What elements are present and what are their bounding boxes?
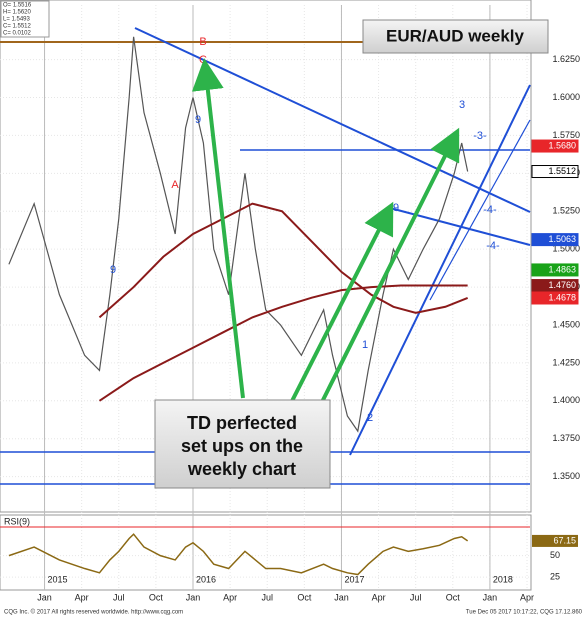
- rsi-label: RSI(9): [4, 516, 30, 526]
- x-tick-label: Apr: [75, 592, 89, 602]
- info-line: L= 1.5493: [3, 17, 31, 23]
- callout-text: TD perfected: [187, 413, 297, 433]
- line-series: [98, 202, 469, 319]
- x-tick-label: Jan: [334, 592, 349, 602]
- callout-text: weekly chart: [187, 459, 296, 479]
- price-label: 1.5063: [548, 234, 576, 244]
- price-label-box: [531, 165, 579, 179]
- callout-box: [154, 399, 331, 489]
- title-box: [362, 19, 549, 54]
- rsi-panel: [0, 514, 532, 591]
- footer: Tue Dec 05 2017 10:17:22, CQG 17.12.860: [466, 610, 583, 616]
- price-label: 1.4678: [548, 292, 576, 302]
- td-label: 9: [195, 114, 201, 126]
- td-label: C: [199, 54, 207, 66]
- y-tick-label: 1.5000: [552, 244, 580, 254]
- y-tick-label: 1.4500: [552, 319, 580, 329]
- info-line: C= 0.0102: [3, 31, 32, 37]
- td-label: -4-: [486, 240, 500, 252]
- td-label: A: [171, 179, 179, 191]
- td-label: -4-: [483, 204, 497, 216]
- x-tick-label: Oct: [297, 592, 312, 602]
- marks-layer: 1.35001.37501.40001.42501.45001.47501.50…: [8, 36, 580, 602]
- price-label: 1.5512: [548, 166, 576, 176]
- line-series: [98, 284, 468, 402]
- rsi-value-label: 67.15: [553, 535, 576, 545]
- y-tick-label: 1.6000: [552, 92, 580, 102]
- td-label: 1: [362, 339, 368, 351]
- info-line: H= 1.5620: [3, 10, 32, 16]
- rsi-tick-label: 25: [550, 571, 560, 581]
- td-label: 9: [393, 202, 399, 214]
- price-label-box: [531, 263, 579, 277]
- info-line: O= 1.5516: [3, 3, 32, 9]
- arrow: [316, 127, 460, 411]
- x-tick-label: Apr: [372, 592, 386, 602]
- line-series: [8, 36, 469, 433]
- y-tick-label: 1.5750: [552, 130, 580, 140]
- year-label: 2016: [196, 574, 216, 584]
- trend-line: [429, 119, 531, 301]
- td-label: -3-: [473, 130, 487, 142]
- x-tick-label: Jan: [186, 592, 201, 602]
- info-line: C= 1.5512: [3, 24, 32, 30]
- x-tick-label: Jul: [410, 592, 422, 602]
- x-tick-label: Jan: [37, 592, 52, 602]
- footer: CQG Inc. © 2017 All rights reserved worl…: [4, 609, 183, 616]
- rsi-tick-label: 50: [550, 550, 560, 560]
- x-tick-label: Apr: [223, 592, 237, 602]
- x-tick-label: Oct: [149, 592, 164, 602]
- chart-title: EUR/AUD weekly: [386, 26, 524, 45]
- y-tick-label: 1.3750: [552, 433, 580, 443]
- y-tick-label: 1.4000: [552, 395, 580, 405]
- arrow: [288, 201, 394, 406]
- td-label: 2: [367, 412, 373, 424]
- x-tick-label: Jan: [483, 592, 498, 602]
- price-label: 1.4863: [548, 264, 576, 274]
- y-tick-label: 1.4250: [552, 357, 580, 367]
- td-label: B: [199, 36, 206, 48]
- callout-text: set ups on the: [181, 436, 303, 456]
- year-label: 2018: [493, 574, 513, 584]
- year-label: 2015: [48, 574, 68, 584]
- x-tick-label: Jul: [113, 592, 125, 602]
- trend-line: [389, 207, 531, 246]
- x-tick-label: Apr: [520, 592, 534, 602]
- price-label-box: [531, 233, 579, 247]
- info-box: [0, 0, 50, 38]
- td-label: 9: [110, 264, 116, 276]
- x-tick-label: Jul: [261, 592, 273, 602]
- rsi-value-box: [532, 534, 578, 547]
- y-tick-label: 1.5250: [552, 206, 580, 216]
- price-label: 1.5680: [548, 140, 576, 150]
- price-label: 1.4760: [548, 280, 576, 290]
- arrow: [191, 58, 245, 399]
- y-tick-label: 1.6250: [552, 54, 580, 64]
- line-series: [8, 533, 469, 576]
- year-label: 2017: [344, 574, 364, 584]
- price-label-box: [531, 291, 579, 305]
- x-tick-label: Oct: [446, 592, 461, 602]
- y-tick-label: 1.3500: [552, 471, 580, 481]
- td-label: 3: [459, 99, 465, 111]
- price-label-box: [531, 139, 579, 153]
- trend-line: [349, 84, 531, 456]
